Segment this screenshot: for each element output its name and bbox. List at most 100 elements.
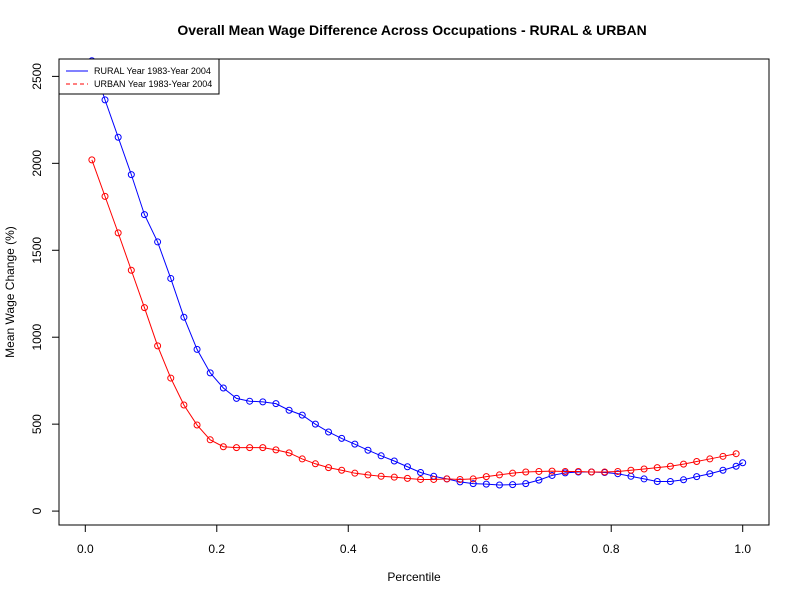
x-axis-label: Percentile [387, 570, 441, 584]
data-point [482, 473, 490, 481]
data-point [298, 411, 306, 419]
data-point [206, 436, 214, 444]
data-point [364, 446, 372, 454]
data-point [285, 406, 293, 414]
x-tick-label: 0.6 [471, 542, 488, 556]
data-point [88, 156, 96, 164]
data-point [535, 467, 543, 475]
data-point [127, 171, 135, 179]
data-point [259, 444, 267, 452]
data-point [732, 462, 740, 470]
data-point [403, 463, 411, 471]
x-tick-label: 0.2 [208, 542, 225, 556]
data-point [285, 449, 293, 457]
data-point [351, 440, 359, 448]
y-axis-label: Mean Wage Change (%) [3, 226, 17, 358]
data-point [338, 434, 346, 442]
data-point [614, 470, 622, 478]
data-point [430, 475, 438, 483]
data-point [627, 466, 635, 474]
y-tick-label: 2500 [30, 63, 44, 90]
data-point [233, 444, 240, 452]
data-point [693, 473, 701, 481]
data-point [680, 460, 688, 468]
data-point [509, 469, 517, 477]
data-point [114, 229, 122, 237]
series-0 [88, 57, 747, 489]
data-point [653, 464, 661, 472]
data-point [377, 452, 385, 460]
chart-title: Overall Mean Wage Difference Across Occu… [177, 22, 646, 38]
series-1 [88, 156, 740, 483]
data-point [140, 304, 148, 312]
legend-label-urban: URBAN Year 1983-Year 2004 [94, 79, 212, 89]
data-point [614, 467, 622, 475]
data-point [535, 476, 543, 484]
data-point [548, 471, 556, 479]
data-point [311, 460, 319, 468]
data-point [456, 475, 464, 483]
data-point [180, 313, 188, 321]
data-point [127, 266, 135, 274]
x-tick-label: 0.0 [77, 542, 94, 556]
data-point [193, 345, 201, 353]
data-point [732, 450, 740, 458]
data-point [377, 472, 385, 480]
data-point [469, 480, 477, 488]
data-point [719, 452, 727, 460]
x-tick-label: 1.0 [734, 542, 751, 556]
data-point [680, 476, 688, 484]
data-point [403, 474, 411, 482]
data-point [101, 192, 109, 200]
data-point [140, 211, 148, 219]
data-point [246, 397, 254, 405]
data-point [167, 274, 175, 282]
legend-label-rural: RURAL Year 1983-Year 2004 [94, 66, 211, 76]
data-point [443, 475, 451, 483]
data-point [364, 471, 372, 479]
series-line [91, 60, 743, 486]
data-point [706, 470, 714, 478]
data-point [601, 468, 609, 476]
data-point [417, 475, 425, 483]
data-point [522, 468, 530, 476]
plot-frame [58, 58, 770, 526]
data-point [272, 446, 280, 454]
series-layer [88, 57, 747, 489]
x-tick-label: 0.8 [603, 542, 620, 556]
y-tick-label: 1000 [30, 324, 44, 351]
data-point [338, 466, 346, 474]
data-point [325, 428, 333, 436]
data-point [640, 465, 648, 473]
data-point [193, 421, 201, 429]
data-point [706, 455, 714, 463]
data-point [219, 384, 227, 392]
y-tick-label: 500 [30, 414, 44, 434]
data-point [666, 478, 674, 486]
y-tick-label: 0 [30, 507, 44, 514]
data-point [311, 420, 319, 428]
data-point [693, 458, 701, 466]
data-point [653, 478, 661, 486]
data-point [456, 478, 464, 486]
data-point [469, 475, 477, 483]
data-point [180, 401, 188, 409]
data-point [154, 342, 162, 350]
data-point [390, 457, 398, 465]
data-point [417, 468, 425, 476]
data-point [666, 462, 674, 470]
data-point [588, 468, 595, 476]
y-axis: 0 500 1000 1500 2000 2500 [30, 63, 59, 514]
data-point [719, 466, 727, 474]
data-point [482, 480, 490, 488]
legend-box [58, 58, 220, 95]
data-point [167, 374, 175, 382]
data-point [522, 480, 530, 488]
data-point [495, 471, 503, 479]
data-point [640, 475, 648, 483]
data-point [390, 473, 398, 481]
data-point [548, 467, 556, 475]
legend: RURAL Year 1983-Year 2004 URBAN Year 198… [58, 58, 220, 95]
